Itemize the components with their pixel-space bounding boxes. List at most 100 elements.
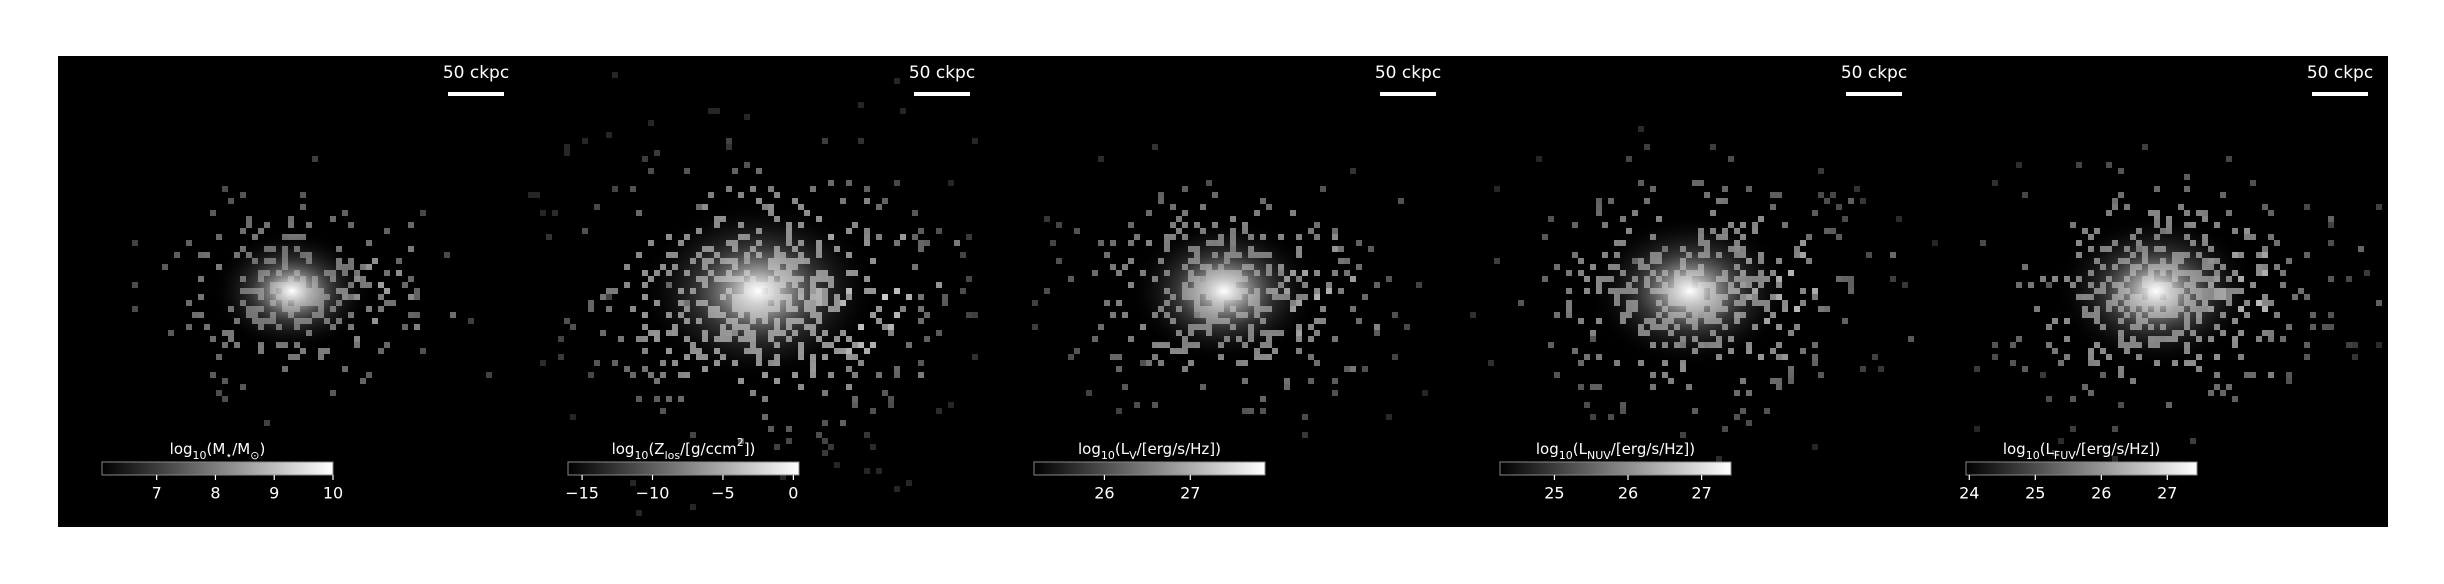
map-pixel: [2016, 162, 2022, 168]
label-part: log: [612, 440, 635, 458]
map-pixel: [2190, 360, 2196, 366]
map-pixel: [1092, 336, 1098, 342]
map-pixel: [894, 486, 900, 492]
map-pixel: [906, 294, 912, 300]
map-pixel: [900, 234, 906, 240]
map-pixel: [216, 354, 222, 360]
map-pixel: [1284, 384, 1290, 390]
map-pixel: [2352, 354, 2358, 360]
map-pixel: [2262, 306, 2268, 312]
map-pixel: [1350, 276, 1356, 282]
label-part: /[erg/s/Hz]): [1137, 440, 1221, 458]
map-pixel: [1320, 186, 1326, 192]
map-pixel: [1812, 342, 1818, 348]
map-pixel: [2154, 186, 2160, 192]
map-pixel: [870, 258, 876, 264]
map-pixel: [864, 468, 870, 474]
map-pixel: [1728, 156, 1734, 162]
map-pixel: [888, 396, 894, 402]
map-pixel: [414, 294, 420, 300]
map-pixel: [210, 210, 216, 216]
map-pixel: [264, 420, 270, 426]
map-pixel: [1422, 390, 1428, 396]
map-pixel: [1308, 324, 1314, 330]
map-pixel: [324, 348, 330, 354]
map-pixel: [216, 390, 222, 396]
map-pixel: [2280, 282, 2286, 288]
map-pixel: [924, 240, 930, 246]
label-part: 10: [1559, 449, 1573, 462]
map-pixel: [864, 186, 870, 192]
map-pixel: [342, 210, 348, 216]
map-pixel: [870, 408, 876, 414]
map-pixel: [366, 372, 372, 378]
map-pixel: [636, 510, 642, 516]
map-pixel: [1326, 282, 1332, 288]
map-pixel: [1776, 378, 1782, 384]
map-pixel: [678, 372, 684, 378]
colorbar-label: log10(M⋆/M⊙): [170, 440, 266, 462]
map-pixel: [642, 156, 648, 162]
map-pixel: [210, 372, 216, 378]
map-pixel: [2022, 366, 2028, 372]
map-pixel: [882, 390, 888, 396]
map-pixel: [2328, 324, 2334, 330]
map-pixel: [1398, 198, 1404, 204]
map-pixel: [822, 420, 828, 426]
map-pixel: [2010, 342, 2016, 348]
map-pixel: [372, 258, 378, 264]
map-pixel: [894, 372, 900, 378]
map-pixel: [1554, 264, 1560, 270]
map-pixel: [1050, 240, 1056, 246]
map-pixel: [2052, 318, 2058, 324]
map-pixel: [888, 324, 894, 330]
map-pixel: [2064, 354, 2070, 360]
map-pixel: [1800, 348, 1806, 354]
colorbar-tick-label: 25: [1544, 484, 1564, 503]
map-pixel: [2244, 372, 2250, 378]
map-pixel: [228, 198, 234, 204]
map-pixel: [2250, 180, 2256, 186]
map-pixel: [1620, 216, 1626, 222]
map-pixel: [738, 378, 744, 384]
colorbar-tick-label: 8: [210, 484, 220, 503]
map-pixel: [2070, 426, 2076, 432]
label-part: log: [2003, 440, 2026, 458]
label-part: (L: [1115, 440, 1130, 458]
map-pixel: [2088, 354, 2094, 360]
map-pixel: [1386, 276, 1392, 282]
map-pixel: [450, 312, 456, 318]
map-pixel: [2292, 294, 2298, 300]
map-pixel: [1734, 414, 1740, 420]
map-pixel: [1206, 180, 1212, 186]
map-pixel: [2046, 342, 2052, 348]
map-pixel: [822, 390, 828, 396]
map-pixel: [1542, 276, 1548, 282]
map-pixel: [2112, 426, 2118, 432]
map-pixel: [1590, 336, 1596, 342]
map-pixel: [1296, 348, 1302, 354]
colorbar-tick-label: 25: [2025, 484, 2045, 503]
map-pixel: [660, 372, 666, 378]
map-pixel: [612, 288, 618, 294]
map-pixel: [1638, 360, 1644, 366]
map-pixel: [1992, 342, 1998, 348]
map-pixel: [2016, 282, 2022, 288]
map-pixel: [570, 324, 576, 330]
map-pixel: [894, 78, 900, 84]
map-pixel: [1566, 270, 1572, 276]
map-pixel: [1344, 258, 1350, 264]
map-pixel: [1608, 414, 1614, 420]
map-pixel: [882, 324, 888, 330]
map-pixel: [1704, 192, 1710, 198]
map-pixel: [2376, 300, 2382, 306]
map-pixel: [798, 384, 804, 390]
map-pixel: [2262, 300, 2268, 306]
scalebar-label: 50 ckpc: [2307, 63, 2373, 83]
map-pixel: [132, 282, 138, 288]
map-pixel: [1596, 354, 1602, 360]
map-pixel: [642, 366, 648, 372]
map-pixel: [1314, 270, 1320, 276]
map-pixel: [228, 336, 234, 342]
map-pixel: [1356, 318, 1362, 324]
